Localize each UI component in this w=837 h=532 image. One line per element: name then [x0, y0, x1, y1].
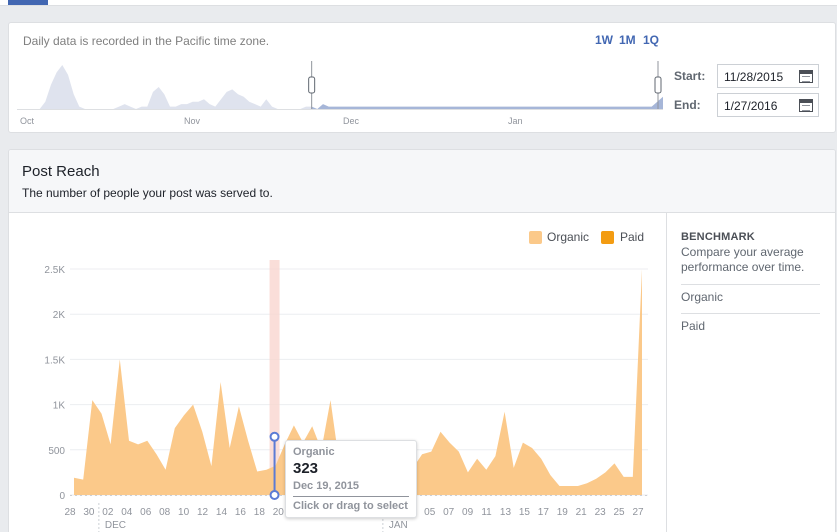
x-month-label: JAN: [389, 520, 408, 531]
y-tick-label: 0: [59, 491, 65, 502]
hover-marker-bottom: [269, 490, 280, 500]
tooltip-value: 323: [293, 460, 319, 477]
y-tick-label: 500: [48, 446, 65, 457]
timeline-unselected-area: [17, 65, 312, 109]
benchmark-title: BENCHMARK: [681, 231, 755, 243]
x-tick-label: 17: [538, 507, 550, 518]
x-tick-label: 30: [83, 507, 95, 518]
timezone-note: Daily data is recorded in the Pacific ti…: [23, 34, 270, 48]
x-tick-label: 14: [216, 507, 228, 518]
x-tick-label: 04: [121, 507, 133, 518]
x-tick-label: 23: [595, 507, 607, 518]
hover-marker-top: [269, 431, 280, 442]
tooltip-date: Dec 19, 2015: [293, 480, 360, 492]
benchmark-rule: [681, 284, 820, 285]
benchmark-paid[interactable]: Paid: [681, 319, 706, 333]
y-tick-label: 2K: [53, 310, 66, 321]
x-tick-label: 06: [140, 507, 152, 518]
x-tick-label: 15: [519, 507, 531, 518]
x-tick-label: 18: [254, 507, 266, 518]
post-reach-title: Post Reach: [22, 163, 100, 180]
x-tick-label: 05: [424, 507, 436, 518]
hover-highlight-band: [269, 260, 280, 495]
timeline-end-handle[interactable]: [654, 76, 662, 94]
calendar-icon[interactable]: [799, 99, 813, 112]
timeline-overview-chart[interactable]: [17, 61, 663, 115]
date-range-panel: Daily data is recorded in the Pacific ti…: [8, 22, 836, 133]
tooltip-hint: Click or drag to select: [293, 500, 408, 512]
x-tick-label: 02: [102, 507, 114, 518]
timeline-month-oct: Oct: [20, 116, 35, 126]
x-tick-label: 11: [481, 507, 492, 518]
x-tick-label: 25: [614, 507, 626, 518]
paid-legend-swatch[interactable]: [601, 231, 614, 244]
x-tick-label: 12: [197, 507, 209, 518]
x-tick-label: 16: [235, 507, 247, 518]
active-tab-indicator: [8, 0, 48, 5]
start-date-value: 11/28/2015: [724, 70, 784, 84]
x-month-label: DEC: [105, 520, 126, 531]
x-tick-label: 19: [557, 507, 569, 518]
timeline-month-dec: Dec: [343, 116, 360, 126]
zoom-1q-button[interactable]: 1Q: [643, 33, 660, 47]
zoom-1m-button[interactable]: 1M: [619, 33, 636, 47]
calendar-icon[interactable]: [799, 70, 813, 83]
y-tick-label: 2.5K: [44, 265, 65, 276]
end-date-value: 1/27/2016: [724, 99, 778, 113]
organic-legend-swatch[interactable]: [529, 231, 542, 244]
top-tab-bar: [0, 0, 837, 6]
start-date-label: Start:: [674, 69, 706, 83]
benchmark-divider: [666, 213, 667, 532]
x-tick-label: 13: [500, 507, 512, 518]
timeline-month-jan: Jan: [508, 116, 523, 126]
x-tick-label: 28: [64, 507, 76, 518]
y-tick-label: 1K: [53, 401, 66, 412]
post-reach-description: The number of people your post was serve…: [22, 186, 273, 200]
benchmark-organic[interactable]: Organic: [681, 290, 724, 304]
benchmark-rule: [681, 313, 820, 314]
zoom-1w-button[interactable]: 1W: [595, 33, 613, 47]
organic-legend-label[interactable]: Organic: [547, 230, 590, 244]
benchmark-description: Compare your average performance over ti…: [681, 245, 805, 274]
timeline-month-nov: Nov: [184, 116, 201, 126]
tooltip-rule: [293, 496, 409, 497]
x-tick-label: 10: [178, 507, 190, 518]
x-tick-label: 21: [576, 507, 588, 518]
tooltip-series: Organic: [293, 446, 335, 458]
organic-series-area: [74, 269, 642, 495]
x-tick-label: 20: [273, 507, 285, 518]
start-date-input[interactable]: 11/28/2015: [717, 64, 819, 88]
chart-tooltip: Organic 323 Dec 19, 2015 Click or drag t…: [285, 440, 417, 518]
y-tick-label: 1.5K: [44, 355, 65, 366]
end-date-input[interactable]: 1/27/2016: [717, 93, 819, 117]
paid-legend-label[interactable]: Paid: [620, 230, 645, 244]
x-tick-label: 09: [462, 507, 474, 518]
x-tick-label: 27: [632, 507, 644, 518]
post-reach-header: Post Reach The number of people your pos…: [9, 150, 835, 213]
timeline-selected-area: [311, 96, 663, 109]
x-tick-label: 07: [443, 507, 455, 518]
x-tick-label: 08: [159, 507, 171, 518]
timeline-start-handle[interactable]: [308, 76, 316, 94]
end-date-label: End:: [674, 98, 701, 112]
